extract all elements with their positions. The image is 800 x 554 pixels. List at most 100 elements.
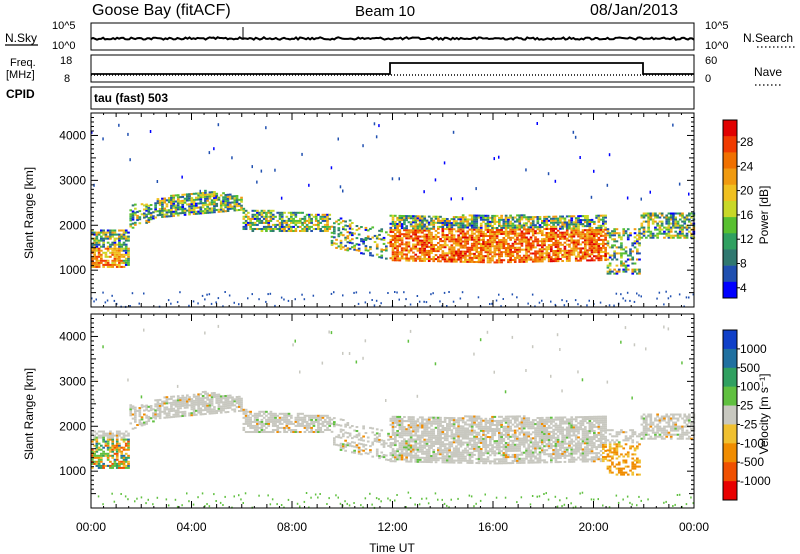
range-cell [649,232,653,235]
range-cell [482,259,485,262]
range-cell [586,253,589,256]
range-cell [111,444,115,447]
range-cell [464,218,467,221]
range-cell [240,403,243,406]
range-cell [432,258,436,261]
range-cell [398,223,402,226]
range-cell [414,458,418,461]
range-cell [294,215,298,218]
range-cell [292,221,295,224]
range-cell [543,240,546,243]
range-cell [507,249,510,252]
range-cell [527,238,531,241]
range-cell [294,420,298,423]
range-cell [366,235,370,238]
range-cell [210,408,214,411]
range-cell [405,227,408,230]
range-cell [188,398,191,401]
range-cell [443,254,447,257]
range-cell [287,225,291,228]
range-cell [495,245,499,248]
range-cell [439,453,442,456]
range-cell [287,426,291,429]
range-cell [412,434,415,437]
range-cell [545,223,549,226]
range-cell [597,259,601,262]
range-cell [439,260,442,263]
range-cell [120,261,124,264]
range-cell [398,245,402,248]
range-cell [219,401,223,404]
range-cell [640,295,642,298]
range-cell [574,217,578,220]
range-cell [181,400,185,403]
range-cell [543,221,546,224]
range-cell [418,424,422,427]
range-cell [525,248,528,251]
range-cell [357,432,361,435]
range-cell [414,215,418,218]
range-cell [423,430,427,433]
range-cell [138,413,142,416]
range-cell [608,234,612,237]
range-cell [543,238,546,241]
range-cell [507,247,510,250]
range-cell [283,228,286,231]
range-cell [143,208,146,211]
range-cell [676,224,680,227]
range-cell [516,220,519,223]
range-cell [423,460,427,463]
range-cell [513,238,517,241]
range-cell [468,222,472,225]
range-cell [642,228,646,231]
range-cell [651,222,655,225]
range-cell [405,231,408,234]
range-cell [631,256,635,259]
range-cell [656,297,658,300]
range-cell [124,249,128,252]
range-cell [129,158,131,162]
range-cell [217,401,221,404]
range-cell [389,454,393,457]
range-cell [156,214,160,217]
range-cell [176,196,180,199]
range-cell [124,257,128,260]
range-cell [222,401,225,404]
range-cell [213,205,216,208]
range-cell [111,462,115,465]
range-cell [446,218,449,221]
range-cell [418,223,422,226]
range-cell [584,247,587,250]
range-cell [577,255,580,258]
range-cell [437,418,440,421]
range-cell [409,420,413,423]
range-cell [140,406,144,409]
range-cell [176,395,180,398]
range-cell [470,260,474,263]
range-cell [407,442,411,445]
range-cell [572,215,576,218]
range-cell [280,412,284,415]
range-cell [181,394,185,397]
range-cell [536,218,540,221]
range-cell [152,412,155,415]
range-cell [294,339,296,343]
range-cell [249,225,252,228]
range-cell [593,255,596,258]
range-cell [389,214,393,217]
range-cell [143,423,146,426]
range-cell [584,257,587,260]
range-cell [91,251,94,254]
range-cell [179,291,181,294]
range-cell [278,230,282,233]
range-cell [111,432,115,435]
range-cell [260,424,264,427]
range-cell [667,234,671,237]
range-cell [346,231,350,234]
range-cell [210,203,214,206]
range-cell [434,459,438,462]
range-cell [613,254,616,257]
range-cell [251,217,255,220]
range-cell [593,237,596,240]
range-cell [437,443,440,446]
